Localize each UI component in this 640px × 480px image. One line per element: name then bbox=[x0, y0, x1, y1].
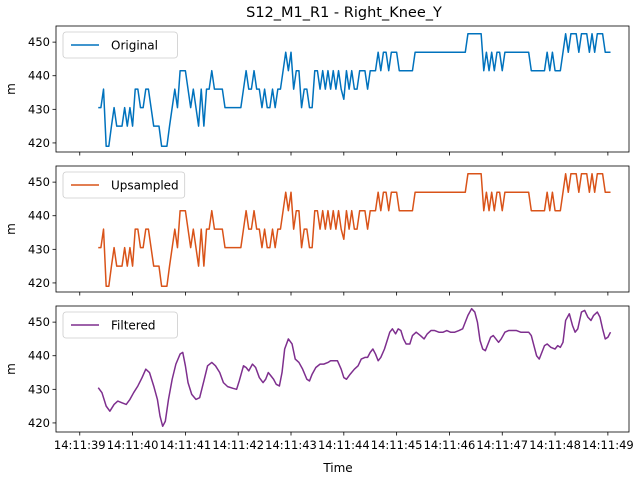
legend-label: Filtered bbox=[111, 319, 155, 333]
series-line-upsampled bbox=[98, 172, 611, 288]
x-tick-label: 14:11:47 bbox=[476, 438, 528, 452]
x-tick-label: 14:11:49 bbox=[582, 438, 634, 452]
shared-x-axis: 14:11:39 14:11:40 14:11:41 14:11:42 14:11:43… bbox=[54, 438, 634, 452]
y-axis-label: m bbox=[4, 223, 18, 235]
subplot-original: 420 430 440 450 m Original bbox=[4, 25, 630, 156]
series-line-original bbox=[98, 32, 611, 148]
y-tick-label: 420 bbox=[28, 276, 50, 290]
legend-box bbox=[62, 311, 178, 339]
y-tick-label: 420 bbox=[28, 136, 50, 150]
y-tick-label: 430 bbox=[28, 382, 50, 396]
y-tick-label: 420 bbox=[28, 416, 50, 430]
x-tick-label: 14:11:39 bbox=[54, 438, 106, 452]
legend-label: Original bbox=[111, 39, 158, 53]
y-tick-label: 440 bbox=[28, 349, 50, 363]
y-axis-label: m bbox=[4, 363, 18, 375]
x-tick-label: 14:11:48 bbox=[529, 438, 581, 452]
legend-box bbox=[62, 31, 178, 59]
subplot-filtered: 420 430 440 450 m Filtered bbox=[4, 305, 630, 436]
legend: Original bbox=[62, 31, 178, 59]
y-tick-label: 440 bbox=[28, 69, 50, 83]
y-axis-label: m bbox=[4, 83, 18, 95]
x-tick-label: 14:11:46 bbox=[424, 438, 476, 452]
axes-frame bbox=[55, 305, 630, 433]
x-tick-label: 14:11:40 bbox=[107, 438, 159, 452]
subplot-panels: 420 430 440 450 m Original 420 430 440 450 m Upsamp… bbox=[4, 25, 630, 436]
series-line-filtered bbox=[97, 307, 612, 428]
legend: Upsampled bbox=[62, 171, 186, 199]
y-tick-label: 430 bbox=[28, 102, 50, 116]
axes-frame bbox=[55, 25, 630, 153]
y-tick-label: 450 bbox=[28, 175, 50, 189]
x-tick-label: 14:11:44 bbox=[318, 438, 370, 452]
x-tick-label: 14:11:45 bbox=[371, 438, 423, 452]
y-tick-label: 450 bbox=[28, 315, 50, 329]
subplot-upsampled: 420 430 440 450 m Upsampled bbox=[4, 165, 630, 296]
x-tick-label: 14:11:42 bbox=[212, 438, 264, 452]
chart-title: S12_M1_R1 - Right_Knee_Y bbox=[246, 5, 442, 21]
axes-frame bbox=[55, 165, 630, 293]
legend-label: Upsampled bbox=[111, 179, 179, 193]
y-tick-label: 450 bbox=[28, 35, 50, 49]
y-tick-label: 430 bbox=[28, 242, 50, 256]
x-tick-label: 14:11:41 bbox=[160, 438, 212, 452]
x-tick-label: 14:11:43 bbox=[265, 438, 317, 452]
legend-box bbox=[62, 171, 186, 199]
y-tick-label: 440 bbox=[28, 209, 50, 223]
x-axis-label: Time bbox=[322, 461, 352, 475]
legend: Filtered bbox=[62, 311, 178, 339]
